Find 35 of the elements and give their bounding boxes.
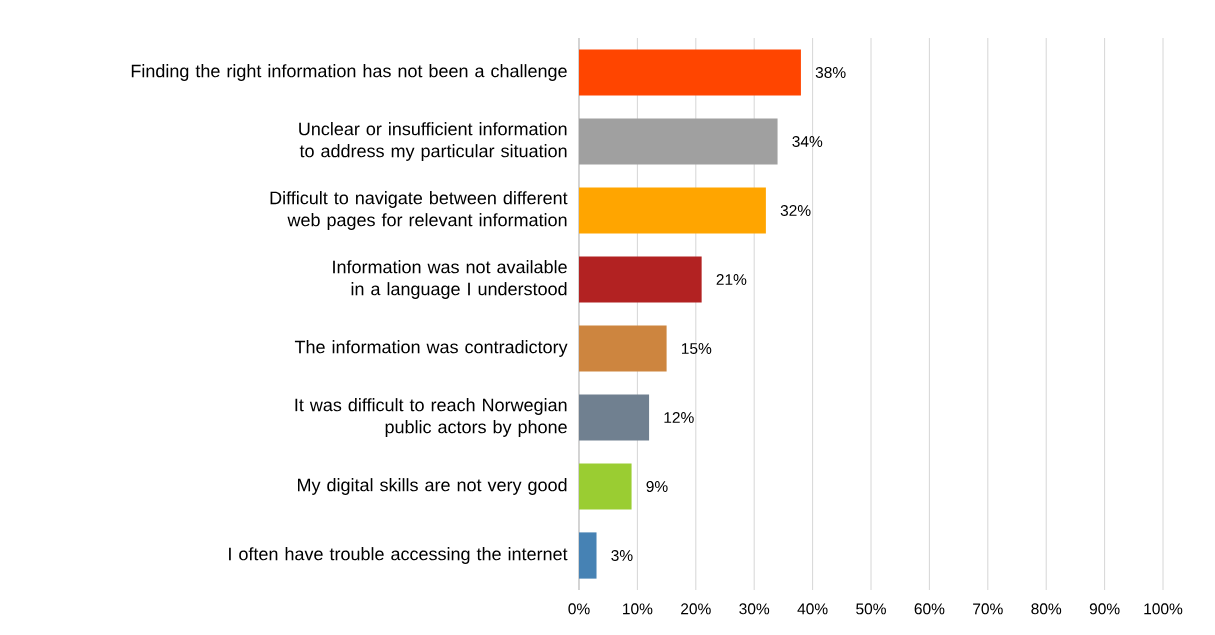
x-tick-label: 90% [1089, 603, 1120, 615]
y-tick-label: Information was not available in a language I understood [333, 260, 567, 299]
data-label: 3% [611, 550, 633, 561]
data-label: 9% [646, 481, 668, 492]
y-tick-label: I often have trouble accessing the internet [229, 547, 568, 564]
data-label: 34% [792, 136, 823, 147]
data-label: 12% [664, 412, 694, 423]
x-tick-label: 50% [856, 603, 886, 615]
x-tick-label: 100% [1144, 603, 1183, 615]
x-tick-label: 30% [739, 603, 770, 615]
y-tick-label: Unclear or insufficient information to address my particular situation [299, 122, 567, 161]
bar [579, 325, 667, 372]
x-tick-label: 0% [568, 603, 590, 615]
y-tick-label: The information was contradictory [294, 340, 568, 357]
bar [579, 49, 801, 96]
x-tick-label: 70% [973, 603, 1003, 615]
bar [579, 532, 597, 579]
bar [579, 394, 650, 441]
x-tick-label: 60% [914, 603, 945, 615]
y-tick-label: My digital skills are not very good [298, 478, 567, 495]
bar [579, 463, 632, 510]
data-label: 32% [780, 205, 811, 216]
x-tick-label: 20% [681, 603, 711, 615]
y-tick-label: It was difficult to reach Norwegian public actors by phone [295, 398, 567, 437]
data-label: 21% [716, 274, 747, 285]
bar [579, 187, 766, 234]
x-tick-label: 80% [1031, 603, 1062, 615]
x-tick-label: 10% [623, 603, 653, 615]
y-tick-label: Finding the right information has not been a challenge [131, 64, 567, 81]
data-label: 38% [815, 67, 846, 78]
bar [579, 256, 702, 303]
y-tick-label: Difficult to navigate between different web pages for relevant information [270, 191, 568, 230]
bar [579, 118, 778, 165]
x-tick-label: 40% [797, 603, 828, 615]
data-label: 15% [681, 343, 712, 354]
